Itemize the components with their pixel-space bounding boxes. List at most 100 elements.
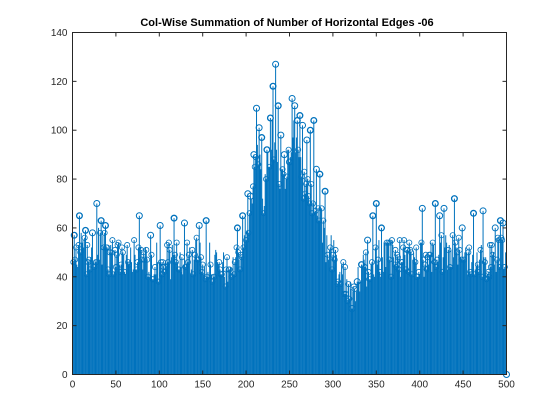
stem-marker	[369, 212, 377, 220]
stem-marker	[131, 237, 138, 244]
stem-marker	[375, 256, 382, 263]
stem-marker	[474, 261, 481, 268]
stem-marker	[306, 126, 314, 134]
y-tick-label: 120	[51, 77, 68, 88]
stem-marker	[250, 183, 257, 190]
stem-marker	[427, 251, 434, 258]
stem-marker	[243, 237, 250, 244]
stem-marker	[303, 136, 311, 144]
stem-marker	[184, 239, 191, 246]
stem-marker	[255, 124, 263, 132]
stem-marker	[467, 271, 474, 278]
stem-marker	[280, 151, 288, 159]
stem-marker	[487, 242, 494, 249]
stem-marker	[113, 251, 120, 258]
stem-marker	[240, 244, 247, 251]
stem-marker	[310, 116, 318, 124]
stem-marker	[436, 212, 444, 220]
stem-marker	[305, 193, 312, 200]
stem-marker	[501, 264, 508, 271]
stem-marker	[408, 249, 415, 256]
stem-marker	[115, 239, 122, 246]
stem-marker	[291, 102, 299, 110]
stem-marker	[270, 156, 277, 163]
stem-marker	[170, 214, 178, 222]
stem-marker	[85, 256, 92, 263]
stem-marker	[493, 256, 500, 263]
stem-marker	[171, 251, 178, 258]
y-tick-label: 100	[51, 126, 68, 137]
stem-marker	[102, 222, 109, 229]
stem-marker	[195, 221, 203, 229]
stem-marker	[263, 146, 270, 153]
stem-marker	[301, 168, 308, 175]
stem-marker	[365, 268, 372, 275]
stem-marker	[224, 254, 231, 261]
stem-marker	[460, 256, 467, 263]
stem-marker	[432, 200, 439, 207]
stem-marker	[487, 264, 494, 271]
stem-marker	[263, 176, 270, 183]
stem-marker	[351, 285, 358, 292]
stem-marker	[322, 188, 329, 195]
stem-marker	[388, 237, 395, 244]
stem-marker	[97, 229, 104, 236]
stem-marker	[337, 281, 344, 288]
stem-series	[72, 64, 507, 375]
stem-marker	[148, 251, 155, 258]
stem-marker	[481, 259, 488, 266]
x-tick-label: 400	[411, 380, 428, 391]
stem-marker	[266, 163, 273, 170]
stem-marker	[101, 229, 108, 236]
stem-marker	[207, 261, 214, 268]
stem-marker	[189, 246, 196, 253]
stem-marker	[497, 217, 504, 224]
stem-marker	[299, 121, 307, 129]
stem-marker	[233, 224, 241, 232]
stem-marker	[82, 227, 89, 234]
stem-marker	[296, 112, 304, 120]
stem-marker	[316, 170, 324, 178]
stem-marker	[388, 273, 395, 280]
stem-marker	[88, 229, 96, 237]
stem-marker	[431, 200, 439, 207]
y-tick-label: 40	[56, 272, 68, 283]
x-tick-label: 150	[194, 380, 211, 391]
stem-marker	[373, 200, 380, 207]
stem-marker	[76, 212, 83, 219]
stem-marker	[155, 278, 162, 285]
x-tick-label: 100	[151, 380, 168, 391]
stem-marker	[222, 283, 229, 290]
stem-marker	[109, 237, 116, 244]
stem-marker	[418, 239, 425, 246]
stem-marker	[288, 94, 296, 102]
chart-title: Col-Wise Summation of Number of Horizont…	[140, 17, 433, 29]
stem-marker	[150, 276, 157, 283]
stem-marker	[452, 239, 459, 246]
stem-marker	[486, 273, 493, 280]
stem-marker	[267, 115, 274, 122]
stem-marker	[237, 266, 244, 273]
stem-marker	[165, 239, 172, 246]
stem-marker	[258, 134, 266, 142]
stem-marker	[84, 242, 91, 249]
stem-marker	[255, 161, 262, 168]
y-tick-label: 140	[51, 28, 68, 39]
stem-marker	[285, 146, 292, 153]
stem-marker	[376, 268, 383, 275]
y-tick-label: 20	[56, 321, 68, 332]
stem-marker	[197, 254, 204, 261]
stem-marker	[253, 104, 261, 112]
stem-marker	[164, 259, 171, 266]
y-tick-label: 60	[56, 223, 68, 234]
stem-marker	[418, 204, 426, 212]
stem-marker	[309, 200, 316, 207]
stem-marker	[182, 264, 189, 271]
stem-marker	[143, 246, 150, 253]
stem-marker	[366, 276, 373, 283]
stem-marker	[81, 234, 88, 241]
stem-marker	[445, 246, 452, 253]
stem-markers	[70, 60, 510, 378]
stem-marker	[83, 271, 90, 278]
stem-marker	[399, 259, 406, 266]
